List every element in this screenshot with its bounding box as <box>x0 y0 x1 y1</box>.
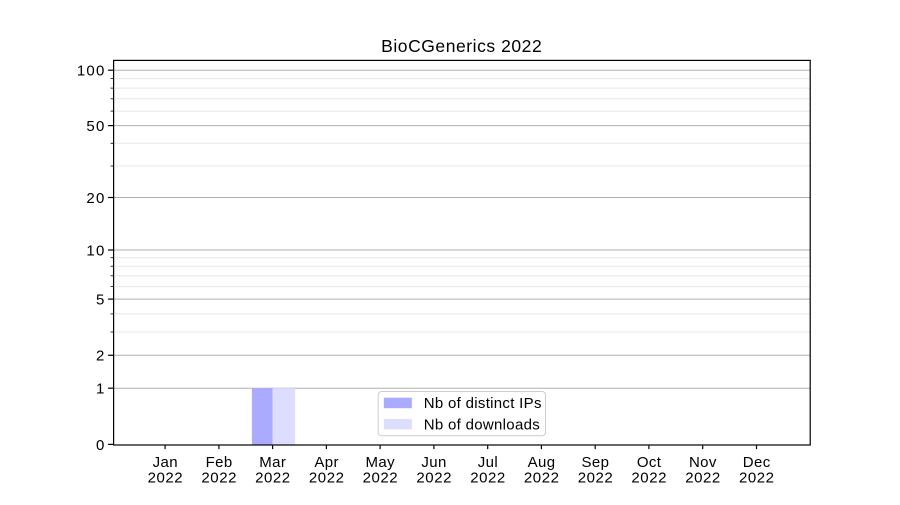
svg-text:5: 5 <box>96 292 104 309</box>
svg-text:2: 2 <box>96 348 104 365</box>
svg-text:Nov: Nov <box>689 454 717 471</box>
svg-text:50: 50 <box>86 118 105 135</box>
svg-text:Oct: Oct <box>637 454 662 471</box>
svg-text:10: 10 <box>86 242 105 259</box>
svg-text:Aug: Aug <box>528 454 556 471</box>
svg-text:Apr: Apr <box>314 454 339 471</box>
svg-text:Jun: Jun <box>421 454 446 471</box>
svg-text:Jan: Jan <box>153 454 178 471</box>
svg-text:Feb: Feb <box>206 454 233 471</box>
svg-text:2022: 2022 <box>416 469 452 486</box>
svg-text:2022: 2022 <box>631 469 667 486</box>
svg-text:2022: 2022 <box>470 469 506 486</box>
svg-text:2022: 2022 <box>201 469 237 486</box>
svg-text:20: 20 <box>86 190 105 207</box>
svg-text:100: 100 <box>77 63 106 80</box>
svg-text:2022: 2022 <box>578 469 614 486</box>
svg-text:1: 1 <box>96 381 104 398</box>
svg-text:Jul: Jul <box>478 454 498 471</box>
svg-text:Dec: Dec <box>743 454 771 471</box>
svg-text:BioCGenerics 2022: BioCGenerics 2022 <box>381 36 542 56</box>
svg-text:May: May <box>366 454 396 471</box>
svg-text:0: 0 <box>96 437 104 454</box>
svg-text:2022: 2022 <box>148 469 184 486</box>
svg-text:2022: 2022 <box>739 469 775 486</box>
svg-text:2022: 2022 <box>309 469 345 486</box>
svg-text:2022: 2022 <box>363 469 399 486</box>
svg-text:2022: 2022 <box>524 469 560 486</box>
svg-text:2022: 2022 <box>685 469 721 486</box>
svg-text:Nb of downloads: Nb of downloads <box>424 416 540 433</box>
svg-text:Nb of distinct IPs: Nb of distinct IPs <box>424 395 542 412</box>
svg-text:2022: 2022 <box>255 469 291 486</box>
svg-text:Mar: Mar <box>259 454 286 471</box>
svg-text:Sep: Sep <box>581 454 609 471</box>
